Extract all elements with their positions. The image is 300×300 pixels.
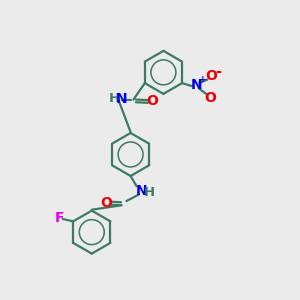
Text: H: H [109,92,120,105]
Text: N: N [190,78,202,92]
Text: O: O [146,94,158,108]
Text: +: + [199,75,207,84]
Text: N: N [116,92,127,106]
Text: O: O [100,196,112,210]
Text: H: H [144,186,155,199]
Text: N: N [136,184,148,198]
Text: O: O [205,91,216,105]
Text: O: O [205,69,217,83]
Text: -: - [215,64,221,79]
Text: F: F [55,212,64,225]
